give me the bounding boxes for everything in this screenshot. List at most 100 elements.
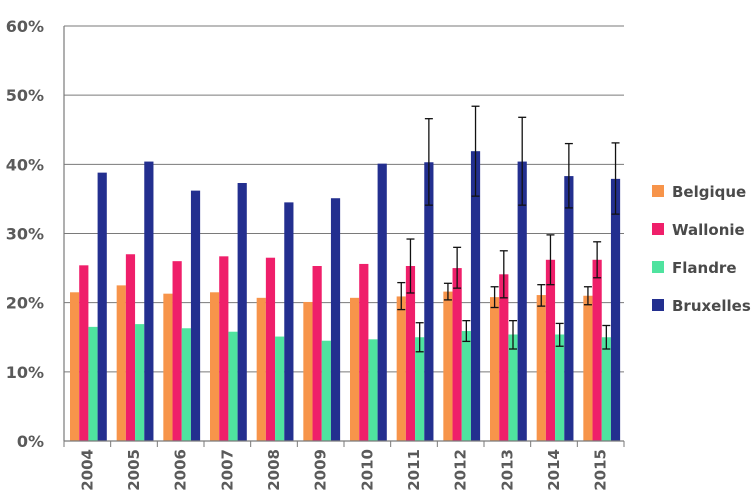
y-tick-label: 40%: [6, 155, 44, 174]
bar-wallonie-2008: [265, 257, 276, 441]
axes-layer: [63, 26, 625, 447]
error-bar-bruxelles-2011: [424, 118, 433, 206]
bar-bruxelles-2004: [97, 172, 107, 441]
bar-bruxelles-2005: [144, 161, 154, 442]
bar-flandre-2014: [555, 334, 565, 441]
bar-wallonie-2011: [405, 266, 416, 441]
bar-flandre-2007: [228, 331, 238, 441]
bar-flandre-2012: [461, 331, 471, 441]
bar-flandre-2010: [368, 339, 378, 441]
x-tick-label: 2004: [78, 449, 96, 491]
y-tick-labels: 0% 10% 20% 30% 40% 50% 60%: [6, 17, 44, 451]
bar-wallonie-2009: [312, 266, 322, 441]
x-tick-label: 2007: [218, 449, 236, 491]
error-bar-belgique-2013: [490, 286, 499, 309]
bar-bruxelles-2015: [610, 178, 621, 441]
error-bars-layer: [397, 105, 620, 353]
bar-belgique-2009: [303, 301, 313, 441]
bar-wallonie-2005: [125, 254, 136, 441]
x-tick-label: 2015: [592, 449, 610, 491]
x-tick-labels: 2004 2005 2006 2007 2008 2009 2010 2011 2012 2013…: [78, 449, 609, 491]
bar-belgique-2008: [256, 297, 266, 441]
bar-flandre-2013: [508, 334, 518, 441]
bar-wallonie-2014: [545, 259, 556, 441]
bar-bruxelles-2012: [470, 151, 481, 442]
error-bar-belgique-2014: [537, 284, 546, 307]
error-bar-bruxelles-2013: [518, 116, 527, 206]
bars-layer: [70, 151, 621, 442]
legend-swatch: [652, 185, 664, 197]
legend-entry-wallonie: Wallonie: [652, 221, 745, 239]
bar-bruxelles-2010: [377, 163, 387, 441]
bar-wallonie-2012: [452, 268, 462, 441]
error-bar-wallonie-2013: [499, 250, 508, 299]
bar-belgique-2013: [490, 297, 500, 441]
error-bar-bruxelles-2015: [611, 142, 620, 215]
legend-label: Belgique: [672, 183, 746, 201]
y-tick-label: 0%: [17, 432, 44, 451]
bar-belgique-2005: [116, 285, 126, 441]
legend: Belgique Wallonie Flandre Bruxelles: [652, 183, 751, 315]
bar-flandre-2008: [275, 336, 285, 441]
error-bar-wallonie-2014: [546, 234, 555, 286]
bar-bruxelles-2006: [190, 190, 201, 441]
legend-swatch: [652, 299, 664, 311]
bar-wallonie-2007: [219, 256, 229, 441]
error-bar-wallonie-2012: [453, 246, 462, 289]
x-tick-label: 2012: [452, 449, 470, 491]
bar-wallonie-2013: [499, 274, 509, 441]
error-bar-flandre-2013: [509, 319, 517, 350]
y-tick-label: 30%: [6, 225, 44, 244]
y-tick-label: 50%: [6, 86, 44, 105]
grid-layer: [64, 25, 624, 442]
bar-wallonie-2006: [172, 261, 182, 441]
error-bar-belgique-2011: [397, 281, 406, 311]
y-tick-label: 10%: [6, 363, 44, 382]
bar-flandre-2011: [415, 337, 425, 441]
bar-bruxelles-2009: [330, 198, 341, 441]
error-bar-flandre-2015: [602, 324, 611, 350]
error-bar-belgique-2012: [443, 282, 452, 301]
bar-bruxelles-2011: [424, 162, 434, 441]
error-bar-bruxelles-2012: [471, 105, 480, 197]
error-bar-flandre-2014: [555, 322, 564, 347]
x-tick-label: 2006: [172, 449, 190, 491]
legend-swatch: [652, 261, 664, 273]
bar-belgique-2006: [163, 293, 173, 441]
x-tick-label: 2010: [358, 449, 376, 491]
bar-flandre-2006: [181, 328, 191, 441]
bar-flandre-2005: [135, 324, 145, 441]
bar-bruxelles-2008: [284, 202, 294, 441]
x-tick-label: 2008: [265, 449, 283, 491]
legend-entry-bruxelles: Bruxelles: [652, 297, 751, 315]
error-bar-flandre-2011: [415, 322, 424, 353]
legend-entry-flandre: Flandre: [652, 259, 737, 277]
bar-belgique-2014: [536, 295, 546, 441]
bar-belgique-2010: [350, 297, 360, 441]
bar-belgique-2011: [396, 296, 406, 441]
y-tick-label: 60%: [6, 17, 44, 36]
legend-entry-belgique: Belgique: [652, 183, 746, 201]
x-tick-label: 2009: [312, 449, 330, 491]
bar-flandre-2015: [601, 337, 611, 441]
x-tick-label: 2011: [405, 449, 423, 491]
bar-wallonie-2010: [359, 263, 369, 441]
error-bar-bruxelles-2014: [564, 142, 573, 209]
bar-wallonie-2004: [79, 265, 89, 441]
legend-label: Wallonie: [672, 221, 745, 239]
bar-bruxelles-2007: [237, 183, 247, 441]
bar-belgique-2007: [210, 292, 220, 441]
error-bar-belgique-2015: [583, 286, 592, 306]
error-bar-flandre-2012: [462, 319, 471, 343]
bar-bruxelles-2014: [564, 176, 574, 441]
bar-flandre-2004: [88, 326, 98, 441]
legend-label: Flandre: [672, 259, 737, 277]
bar-belgique-2004: [70, 292, 80, 441]
bar-flandre-2009: [321, 340, 331, 441]
y-tick-label: 20%: [6, 294, 44, 313]
error-bar-wallonie-2011: [406, 238, 415, 294]
legend-label: Bruxelles: [672, 297, 751, 315]
x-tick-label: 2005: [125, 449, 143, 491]
